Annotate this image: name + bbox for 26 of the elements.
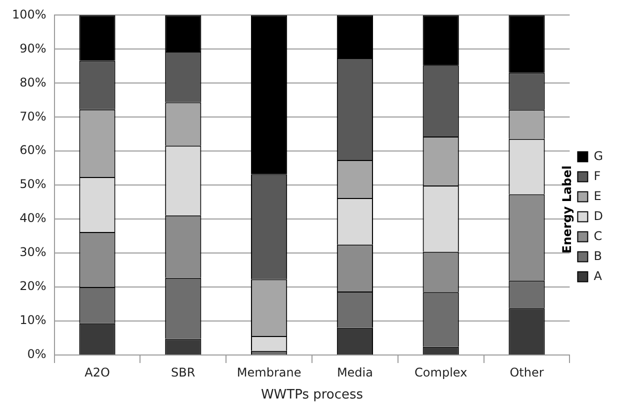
y-tick-label: 0% [27,347,46,362]
legend-label: F [594,168,601,183]
y-tick-label: 70% [20,109,46,124]
y-tick-label: 100% [12,7,46,22]
legend-label: A [594,268,603,283]
y-tick-label: 50% [20,177,46,192]
y-tick-label: 30% [20,245,46,260]
y-tick-label: 90% [20,41,46,56]
y-tick-label: 60% [20,143,46,158]
legend-label: G [594,148,604,163]
x-tick-label: Membrane [236,365,302,380]
y-tick-label: 40% [20,211,46,226]
y-tick-label: 80% [20,75,46,90]
x-tick-label: Media [336,365,373,380]
legend-label: C [594,228,602,243]
x-tick-label: Complex [414,365,468,380]
x-tick-label: Other [510,365,544,380]
legend-label: D [594,208,603,223]
legend-label: E [594,188,602,203]
x-tick-label: SBR [171,365,196,380]
y-tick-label: 20% [20,279,46,294]
x-axis-title: WWTPs process [260,388,364,403]
y-tick-label: 10% [20,313,46,328]
legend-title: Energy Label [560,166,574,254]
x-tick-label: A2O [84,365,110,380]
legend-label: B [594,248,602,263]
